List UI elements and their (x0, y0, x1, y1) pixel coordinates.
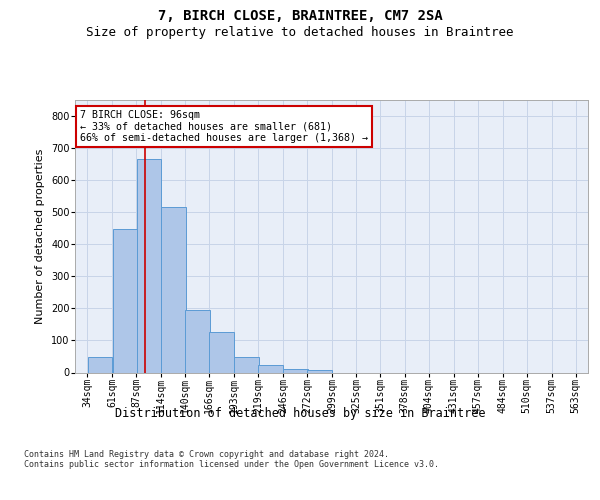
Bar (307, 370, 332, 372)
Text: Contains HM Land Registry data © Crown copyright and database right 2024.
Contai: Contains HM Land Registry data © Crown c… (24, 450, 439, 469)
Text: 7, BIRCH CLOSE, BRAINTREE, CM7 2SA: 7, BIRCH CLOSE, BRAINTREE, CM7 2SA (158, 9, 442, 23)
Text: Size of property relative to detached houses in Braintree: Size of property relative to detached ho… (86, 26, 514, 39)
Bar (259, 366, 283, 372)
Text: Distribution of detached houses by size in Braintree: Distribution of detached houses by size … (115, 408, 485, 420)
Bar (185, 310, 210, 372)
Y-axis label: Number of detached properties: Number of detached properties (35, 148, 46, 324)
Bar (235, 358, 259, 372)
Bar (161, 208, 186, 372)
Text: 7 BIRCH CLOSE: 96sqm
← 33% of detached houses are smaller (681)
66% of semi-deta: 7 BIRCH CLOSE: 96sqm ← 33% of detached h… (80, 110, 368, 143)
Bar (283, 370, 308, 372)
Bar (88, 358, 112, 372)
Bar (137, 160, 161, 372)
Bar (209, 332, 234, 372)
Bar (113, 229, 137, 372)
